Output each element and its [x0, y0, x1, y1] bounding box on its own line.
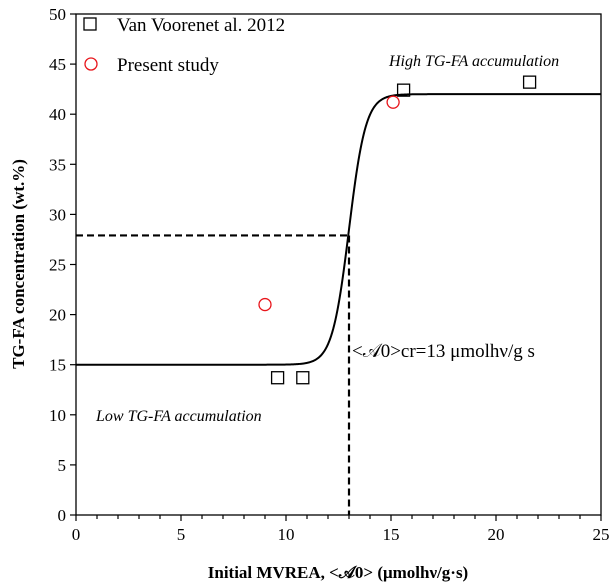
y-tick-label: 0: [58, 506, 67, 525]
x-tick-label: 5: [177, 525, 186, 544]
annotation-high: High TG-FA accumulation: [388, 53, 559, 70]
legend: Van Voorenet al. 2012 Present study: [83, 15, 285, 76]
y-axis-title: TG-FA concentration (wt.%): [9, 159, 28, 369]
y-axis-ticks: 0 5 10 15 20 25 30 35 40 45 50: [49, 5, 76, 525]
y-tick-label: 35: [49, 155, 66, 174]
data-point-square: [396, 83, 411, 97]
data-point-square: [522, 75, 537, 89]
data-point-square: [296, 371, 310, 385]
y-tick-label: 20: [49, 306, 66, 325]
x-tick-label: 10: [278, 525, 295, 544]
data-point-square: [270, 371, 285, 385]
x-tick-label: 25: [593, 525, 610, 544]
x-axis-ticks: 0 5 10 15 20 25: [72, 515, 610, 544]
y-tick-label: 25: [49, 256, 66, 275]
y-tick-label: 50: [49, 5, 66, 24]
y-tick-label: 10: [49, 406, 66, 425]
fit-curve: [76, 93, 601, 366]
data-point-circle: [386, 95, 400, 109]
x-tick-label: 20: [488, 525, 505, 544]
y-tick-label: 15: [49, 356, 66, 375]
annotation-critical: <𝒜0>cr=13 μmolhν/g s: [352, 341, 535, 362]
plot-area: [75, 13, 602, 516]
legend-marker-square: [83, 17, 97, 31]
legend-label-van-vooren: Van Voorenet al. 2012: [117, 15, 285, 36]
data-points: [258, 75, 537, 385]
y-tick-label: 40: [49, 105, 66, 124]
x-tick-label: 0: [72, 525, 81, 544]
data-point-circle: [258, 297, 272, 312]
annotation-low: Low TG-FA accumulation: [95, 408, 262, 425]
y-tick-label: 30: [49, 205, 66, 224]
y-tick-label: 5: [58, 456, 67, 475]
legend-label-present-study: Present study: [117, 55, 219, 76]
x-axis-title: Initial MVREA, <𝒜0> (μmolhν/g·s): [208, 563, 468, 582]
y-tick-label: 45: [49, 55, 66, 74]
x-tick-label: 15: [383, 525, 400, 544]
legend-marker-circle: [84, 57, 98, 71]
